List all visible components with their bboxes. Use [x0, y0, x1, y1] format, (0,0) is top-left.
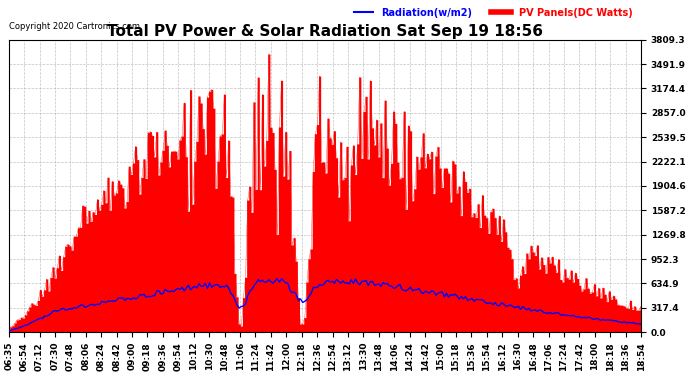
Text: Copyright 2020 Cartronics.com: Copyright 2020 Cartronics.com	[9, 22, 139, 31]
Title: Total PV Power & Solar Radiation Sat Sep 19 18:56: Total PV Power & Solar Radiation Sat Sep…	[107, 24, 543, 39]
Legend: Radiation(w/m2), PV Panels(DC Watts): Radiation(w/m2), PV Panels(DC Watts)	[350, 4, 636, 21]
